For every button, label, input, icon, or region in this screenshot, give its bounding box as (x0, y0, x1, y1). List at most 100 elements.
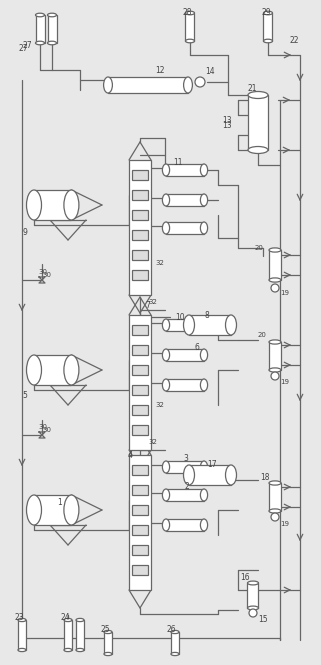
Ellipse shape (186, 11, 195, 15)
Bar (132, 210, 148, 220)
Text: 14: 14 (205, 66, 215, 76)
Ellipse shape (36, 13, 45, 17)
Text: 27: 27 (18, 43, 28, 53)
Ellipse shape (18, 648, 26, 652)
Bar (132, 405, 148, 415)
Circle shape (271, 513, 279, 521)
Bar (132, 170, 148, 180)
Ellipse shape (184, 465, 195, 485)
Text: 18: 18 (260, 473, 270, 481)
Text: 30: 30 (42, 272, 51, 278)
Bar (132, 485, 148, 495)
Text: 27: 27 (22, 41, 32, 49)
Ellipse shape (162, 379, 169, 391)
Text: 32: 32 (148, 439, 157, 445)
Text: 15: 15 (258, 614, 268, 624)
Bar (166, 489, 204, 501)
Bar (36, 15, 45, 43)
Text: 17: 17 (207, 460, 217, 469)
Bar (269, 250, 281, 280)
Ellipse shape (225, 465, 237, 485)
Ellipse shape (104, 652, 112, 656)
Bar (247, 583, 258, 608)
Bar (64, 620, 72, 650)
Ellipse shape (76, 618, 84, 622)
Ellipse shape (171, 652, 179, 656)
Bar (48, 15, 56, 43)
Ellipse shape (162, 519, 169, 531)
Text: 20: 20 (255, 245, 264, 251)
Bar (34, 495, 71, 525)
Ellipse shape (162, 194, 169, 206)
Ellipse shape (200, 489, 208, 501)
Text: 12: 12 (155, 65, 164, 74)
Bar (166, 222, 204, 234)
Bar (166, 164, 204, 176)
Bar (189, 315, 231, 335)
Bar (34, 355, 71, 385)
Ellipse shape (200, 194, 208, 206)
Text: 23: 23 (14, 614, 24, 622)
Ellipse shape (162, 319, 169, 331)
Bar (269, 342, 281, 370)
Bar (132, 425, 148, 435)
Bar (269, 483, 281, 511)
Ellipse shape (269, 340, 281, 344)
Text: 11: 11 (173, 158, 183, 166)
Text: 13: 13 (222, 120, 232, 130)
Bar (186, 13, 195, 41)
Bar (189, 465, 231, 485)
Bar (166, 461, 204, 473)
Text: 32: 32 (155, 260, 164, 266)
Bar (132, 565, 148, 575)
Ellipse shape (264, 39, 273, 43)
Ellipse shape (104, 630, 112, 634)
Text: 7: 7 (145, 301, 150, 309)
Bar (132, 385, 148, 395)
Text: 4: 4 (128, 450, 133, 460)
Bar (132, 505, 148, 515)
Ellipse shape (269, 248, 281, 252)
Text: 19: 19 (280, 290, 289, 296)
Text: 30: 30 (42, 427, 51, 433)
Bar (132, 230, 148, 240)
Ellipse shape (64, 355, 79, 385)
Text: 32: 32 (148, 299, 157, 305)
Bar (108, 77, 188, 93)
Bar (132, 190, 148, 200)
Ellipse shape (247, 581, 258, 585)
Ellipse shape (64, 495, 79, 525)
Ellipse shape (269, 278, 281, 282)
Bar (264, 13, 273, 41)
Ellipse shape (184, 315, 195, 335)
Circle shape (249, 609, 257, 617)
Ellipse shape (200, 519, 208, 531)
Text: 24: 24 (60, 614, 70, 622)
Bar (129, 315, 151, 450)
Ellipse shape (162, 489, 169, 501)
Ellipse shape (48, 41, 56, 45)
Ellipse shape (36, 41, 45, 45)
Text: 30: 30 (38, 424, 47, 430)
Ellipse shape (200, 319, 208, 331)
Text: 13: 13 (222, 116, 232, 124)
Ellipse shape (225, 315, 237, 335)
Ellipse shape (162, 349, 169, 361)
Ellipse shape (248, 146, 268, 154)
Text: 19: 19 (280, 521, 289, 527)
Ellipse shape (200, 349, 208, 361)
Bar (166, 349, 204, 361)
Ellipse shape (27, 355, 41, 385)
Ellipse shape (200, 164, 208, 176)
Bar (132, 525, 148, 535)
Ellipse shape (162, 164, 169, 176)
Ellipse shape (162, 222, 169, 234)
Bar (171, 632, 179, 654)
Ellipse shape (27, 190, 41, 220)
Bar (248, 95, 268, 150)
Circle shape (271, 284, 279, 292)
Ellipse shape (269, 481, 281, 485)
Bar (104, 632, 112, 654)
Text: 5: 5 (22, 390, 27, 400)
Ellipse shape (64, 190, 79, 220)
